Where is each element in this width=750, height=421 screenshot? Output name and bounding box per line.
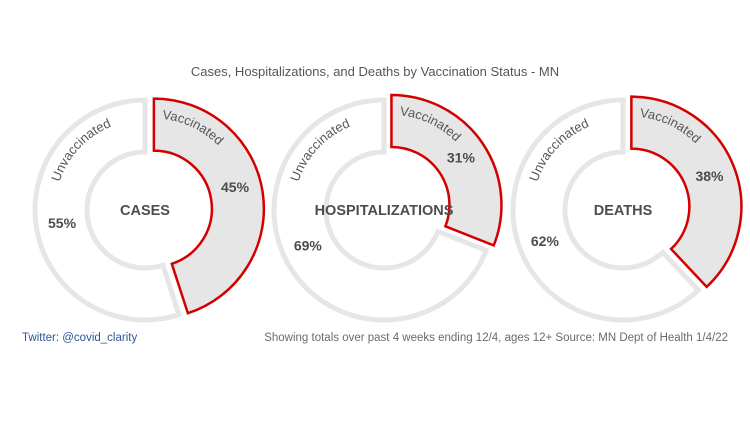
vaccinated-percent: 31% xyxy=(447,150,476,166)
source-note: Showing totals over past 4 weeks ending … xyxy=(264,332,728,344)
center-label: DEATHS xyxy=(594,203,653,219)
center-label: HOSPITALIZATIONS xyxy=(315,203,454,219)
unvaccinated-percent: 69% xyxy=(294,237,323,253)
unvaccinated-percent: 62% xyxy=(531,233,560,249)
twitter-handle: Twitter: @covid_clarity xyxy=(22,332,138,344)
slice-unvaccinated xyxy=(32,97,183,323)
slice-vaccinated xyxy=(390,93,503,248)
vaccinated-percent: 38% xyxy=(695,168,724,184)
unvaccinated-percent: 55% xyxy=(48,215,77,231)
slice-vaccinated xyxy=(152,97,266,315)
slice-unvaccinated xyxy=(271,97,490,323)
slice-vaccinated xyxy=(630,95,743,289)
vaccinated-percent: 45% xyxy=(221,179,250,195)
chart-title: Cases, Hospitalizations, and Deaths by V… xyxy=(190,64,560,79)
slice-unvaccinated xyxy=(510,97,702,323)
center-label: CASES xyxy=(120,203,170,219)
